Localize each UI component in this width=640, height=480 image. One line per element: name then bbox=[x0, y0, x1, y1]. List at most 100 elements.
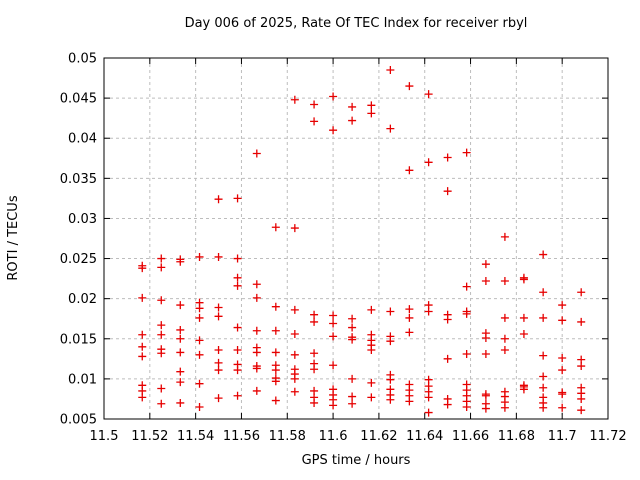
x-tick-label: 11.5 bbox=[90, 429, 119, 444]
data-point-marker bbox=[481, 260, 490, 269]
data-point-marker bbox=[214, 394, 223, 403]
data-point-marker bbox=[290, 95, 299, 104]
data-point-marker bbox=[233, 254, 242, 263]
data-point-marker bbox=[233, 366, 242, 375]
y-axis-label: ROTI / TECUs bbox=[6, 195, 21, 280]
data-point-marker bbox=[157, 330, 166, 339]
data-point-marker bbox=[290, 224, 299, 233]
data-point-marker bbox=[271, 223, 280, 232]
data-point-marker bbox=[157, 349, 166, 358]
data-point-marker bbox=[195, 252, 204, 261]
data-point-marker bbox=[329, 319, 338, 328]
data-point-marker bbox=[195, 336, 204, 345]
data-point-marker bbox=[462, 148, 471, 157]
data-point-marker bbox=[176, 257, 185, 266]
x-tick-label: 11.68 bbox=[498, 429, 535, 444]
data-point-marker bbox=[157, 321, 166, 330]
data-point-marker bbox=[214, 195, 223, 204]
data-point-marker bbox=[310, 117, 319, 126]
data-point-marker bbox=[367, 305, 376, 314]
x-tick-label: 11.56 bbox=[223, 429, 260, 444]
data-point-marker bbox=[252, 280, 261, 289]
data-point-marker bbox=[271, 326, 280, 335]
data-point-marker bbox=[539, 403, 548, 412]
data-point-marker bbox=[405, 82, 414, 91]
data-point-marker bbox=[424, 307, 433, 316]
x-tick-label: 11.72 bbox=[589, 429, 626, 444]
data-point-marker bbox=[558, 354, 567, 363]
data-point-marker bbox=[405, 397, 414, 406]
data-point-marker bbox=[290, 374, 299, 383]
data-point-marker bbox=[500, 334, 509, 343]
data-point-marker bbox=[176, 301, 185, 310]
data-point-marker bbox=[386, 395, 395, 404]
data-point-marker bbox=[539, 313, 548, 322]
data-point-marker bbox=[176, 325, 185, 334]
x-tick-label: 11.7 bbox=[548, 429, 577, 444]
data-point-marker bbox=[348, 323, 357, 332]
data-point-marker bbox=[233, 346, 242, 355]
data-point-marker bbox=[310, 317, 319, 326]
data-point-marker bbox=[252, 149, 261, 158]
data-point-marker bbox=[233, 273, 242, 282]
data-point-marker bbox=[481, 404, 490, 413]
data-point-marker bbox=[539, 372, 548, 381]
x-tick-label: 11.6 bbox=[319, 429, 348, 444]
data-point-marker bbox=[138, 264, 147, 273]
data-point-marker bbox=[233, 323, 242, 332]
data-point-marker bbox=[519, 275, 528, 284]
data-point-marker bbox=[348, 102, 357, 111]
data-point-marker bbox=[214, 358, 223, 367]
x-axis-label: GPS time / hours bbox=[302, 453, 411, 468]
data-point-marker bbox=[500, 232, 509, 241]
y-tick-label: 0.035 bbox=[60, 172, 97, 187]
data-point-marker bbox=[367, 378, 376, 387]
data-point-marker bbox=[138, 293, 147, 302]
data-point-marker bbox=[138, 352, 147, 361]
data-point-marker bbox=[367, 393, 376, 402]
data-point-marker bbox=[329, 401, 338, 410]
data-point-marker bbox=[271, 366, 280, 375]
data-point-marker bbox=[577, 317, 586, 326]
data-point-marker bbox=[329, 361, 338, 370]
data-point-marker bbox=[195, 350, 204, 359]
data-point-marker bbox=[310, 365, 319, 374]
data-point-marker bbox=[214, 303, 223, 312]
data-point-marker bbox=[539, 383, 548, 392]
data-point-marker bbox=[290, 387, 299, 396]
data-point-marker bbox=[252, 386, 261, 395]
data-point-marker bbox=[405, 328, 414, 337]
x-tick-label: 11.62 bbox=[360, 429, 397, 444]
data-point-marker bbox=[214, 312, 223, 321]
data-point-marker bbox=[500, 277, 509, 286]
data-point-marker bbox=[348, 399, 357, 408]
data-point-marker bbox=[424, 393, 433, 402]
data-point-marker bbox=[367, 346, 376, 355]
data-point-marker bbox=[500, 346, 509, 355]
x-tick-label: 11.52 bbox=[131, 429, 168, 444]
data-point-marker bbox=[157, 254, 166, 263]
data-point-marker bbox=[290, 305, 299, 314]
data-point-marker bbox=[157, 263, 166, 272]
data-point-marker bbox=[443, 315, 452, 324]
data-point-marker bbox=[195, 313, 204, 322]
axis-ticks bbox=[103, 57, 609, 420]
data-point-marker bbox=[157, 399, 166, 408]
data-point-marker bbox=[329, 126, 338, 135]
data-point-marker bbox=[138, 330, 147, 339]
data-point-marker bbox=[214, 252, 223, 261]
data-point-marker bbox=[348, 116, 357, 125]
data-point-marker bbox=[519, 329, 528, 338]
data-point-marker bbox=[424, 90, 433, 99]
data-point-marker bbox=[329, 311, 338, 320]
data-point-marker bbox=[252, 364, 261, 373]
chart-title: Day 006 of 2025, Rate Of TEC Index for r… bbox=[185, 16, 528, 31]
data-point-marker bbox=[424, 408, 433, 417]
data-point-marker bbox=[195, 379, 204, 388]
data-point-marker bbox=[271, 302, 280, 311]
data-point-marker bbox=[500, 313, 509, 322]
y-tick-label: 0.03 bbox=[68, 212, 97, 227]
data-point-marker bbox=[271, 377, 280, 386]
data-point-marker bbox=[271, 348, 280, 357]
